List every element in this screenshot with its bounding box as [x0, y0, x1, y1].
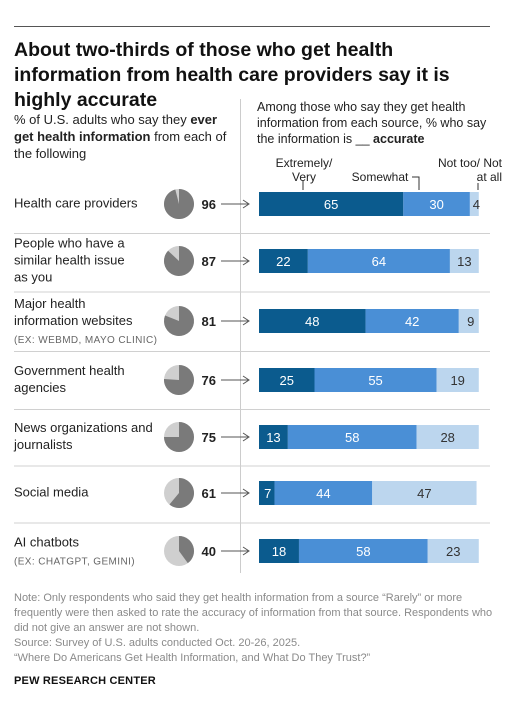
- row-2-label-line: Major health: [14, 296, 86, 311]
- row-5-arrow-head: [242, 488, 250, 498]
- row-2-bar-label-extremely: 48: [305, 314, 319, 329]
- chart-title: About two-thirds of those who get health…: [14, 39, 450, 111]
- row-3-label-line: agencies: [14, 380, 67, 395]
- row-1-ever-value: 87: [202, 254, 216, 269]
- top-rule: [14, 26, 490, 27]
- category-label-nottoo: Not too/ Not at all: [437, 156, 502, 184]
- row-2-bar-somewhat: [365, 309, 459, 333]
- right-header-pre: Among those who say they get health info…: [257, 100, 487, 146]
- row-1-arrow-head: [242, 256, 250, 266]
- row-5-pie-slice: [169, 478, 194, 508]
- row-0-bar-extremely: [259, 192, 404, 216]
- row-1-pie-slice: [164, 246, 194, 277]
- row-5-bar-label-somewhat: 44: [316, 486, 330, 501]
- row-3-pie-slice: [164, 365, 194, 395]
- row-5-ever-value: 61: [202, 486, 216, 501]
- row-6-label-line: AI chatbots: [14, 535, 80, 550]
- row-5-bar-label-extremely: 7: [264, 486, 271, 501]
- row-6-bar-label-extremely: 18: [272, 544, 286, 559]
- left-header-pre: % of U.S. adults who say they: [14, 112, 191, 127]
- row-4-bar-nottoo: [416, 425, 479, 449]
- row-4-arrow-head: [242, 432, 250, 442]
- row-1-bar-nottoo: [449, 249, 479, 273]
- brand-logo-text: PEW RESEARCH CENTER: [14, 675, 156, 687]
- row-3-bar-label-extremely: 25: [280, 373, 294, 388]
- row-6-arrow-head: [242, 546, 250, 556]
- row-6-bar-label-somewhat: 58: [356, 544, 370, 559]
- row-0-arrow-head: [242, 199, 250, 209]
- row-6-sublabel: (EX: CHATGPT, GEMINI): [14, 557, 135, 568]
- row-4-label-line: journalists: [13, 437, 73, 452]
- row-1-bar-somewhat: [307, 249, 450, 273]
- row-1-bar-label-nottoo: 13: [457, 254, 471, 269]
- row-3-bar-nottoo: [436, 368, 479, 392]
- row-2-label-line: information websites: [14, 313, 133, 328]
- left-header-post: from each of the following: [14, 129, 227, 161]
- row-2-bar-extremely: [259, 309, 366, 333]
- right-header: Among those who say they get health info…: [257, 99, 497, 147]
- row-4-bar-label-somewhat: 58: [345, 430, 359, 445]
- row-3-bar-label-nottoo: 19: [450, 373, 464, 388]
- source-text: Source: Survey of U.S. adults conducted …: [14, 637, 301, 649]
- row-3-arrow-head: [242, 375, 250, 385]
- row-1-bar-label-somewhat: 64: [372, 254, 386, 269]
- row-4-bar-extremely: [259, 425, 288, 449]
- row-5-bar-nottoo: [372, 481, 477, 505]
- category-label-somewhat: Somewhat: [351, 170, 409, 184]
- row-0-pie-slice: [163, 189, 194, 220]
- row-1-bar-label-extremely: 22: [276, 254, 290, 269]
- row-3-bar-extremely: [259, 368, 315, 392]
- row-1-label-line: similar health issue: [14, 253, 125, 268]
- footnote: Note: Only respondents who said they get…: [14, 591, 504, 666]
- row-5-label-line: Social media: [14, 485, 89, 500]
- row-5-bar-extremely: [259, 481, 275, 505]
- row-1-label-line: People who have a: [14, 236, 125, 251]
- report-title: “Where Do Americans Get Health Informati…: [14, 652, 371, 664]
- row-0-bar-nottoo: [469, 192, 479, 216]
- row-4-label-line: News organizations and: [14, 420, 153, 435]
- row-4-bar-label-nottoo: 28: [440, 430, 454, 445]
- row-4-ever-value: 75: [202, 430, 216, 445]
- row-6-pie-slice: [179, 536, 194, 564]
- row-3-ever-value: 76: [202, 373, 216, 388]
- row-2-ever-value: 81: [202, 314, 216, 329]
- tick-somewhat: [412, 176, 420, 190]
- row-6-bar-extremely: [259, 539, 299, 563]
- row-6-bar-somewhat: [298, 539, 428, 563]
- left-header: % of U.S. adults who say they ever get h…: [14, 111, 234, 162]
- row-0-bar-label-somewhat: 30: [429, 197, 443, 212]
- column-divider: [240, 99, 241, 573]
- row-2-arrow-head: [242, 316, 250, 326]
- row-4-bar-label-extremely: 13: [266, 430, 280, 445]
- row-3-bar-label-somewhat: 55: [368, 373, 382, 388]
- row-3-label-line: Government health: [14, 363, 125, 378]
- row-4-pie-slice: [164, 422, 194, 452]
- row-1-label-line: as you: [14, 270, 52, 285]
- row-2-bar-label-nottoo: 9: [467, 314, 474, 329]
- row-4-bar-somewhat: [287, 425, 417, 449]
- right-header-bold: accurate: [373, 132, 425, 146]
- row-6-bar-nottoo: [427, 539, 479, 563]
- row-0-label-line: Health care providers: [14, 196, 138, 211]
- row-6-bar-label-nottoo: 23: [446, 544, 460, 559]
- row-0-bar-label-extremely: 65: [324, 197, 338, 212]
- row-1-bar-extremely: [259, 249, 308, 273]
- row-2-pie-slice: [164, 306, 195, 337]
- row-0-bar-somewhat: [403, 192, 470, 216]
- row-2-sublabel: (EX: WEBMD, MAYO CLINIC): [14, 335, 157, 346]
- row-0-bar-label-nottoo: 4: [473, 197, 480, 212]
- category-label-extremely: Extremely/ Very: [275, 156, 333, 184]
- note-text: Note: Only respondents who said they get…: [14, 592, 493, 634]
- row-5-bar-label-nottoo: 47: [417, 486, 431, 501]
- row-3-bar-somewhat: [314, 368, 437, 392]
- row-0-ever-value: 96: [202, 197, 216, 212]
- row-2-bar-label-somewhat: 42: [405, 314, 419, 329]
- row-6-ever-value: 40: [202, 544, 216, 559]
- left-header-bold: ever get health information: [14, 112, 218, 144]
- row-2-bar-nottoo: [458, 309, 479, 333]
- row-5-bar-somewhat: [274, 481, 373, 505]
